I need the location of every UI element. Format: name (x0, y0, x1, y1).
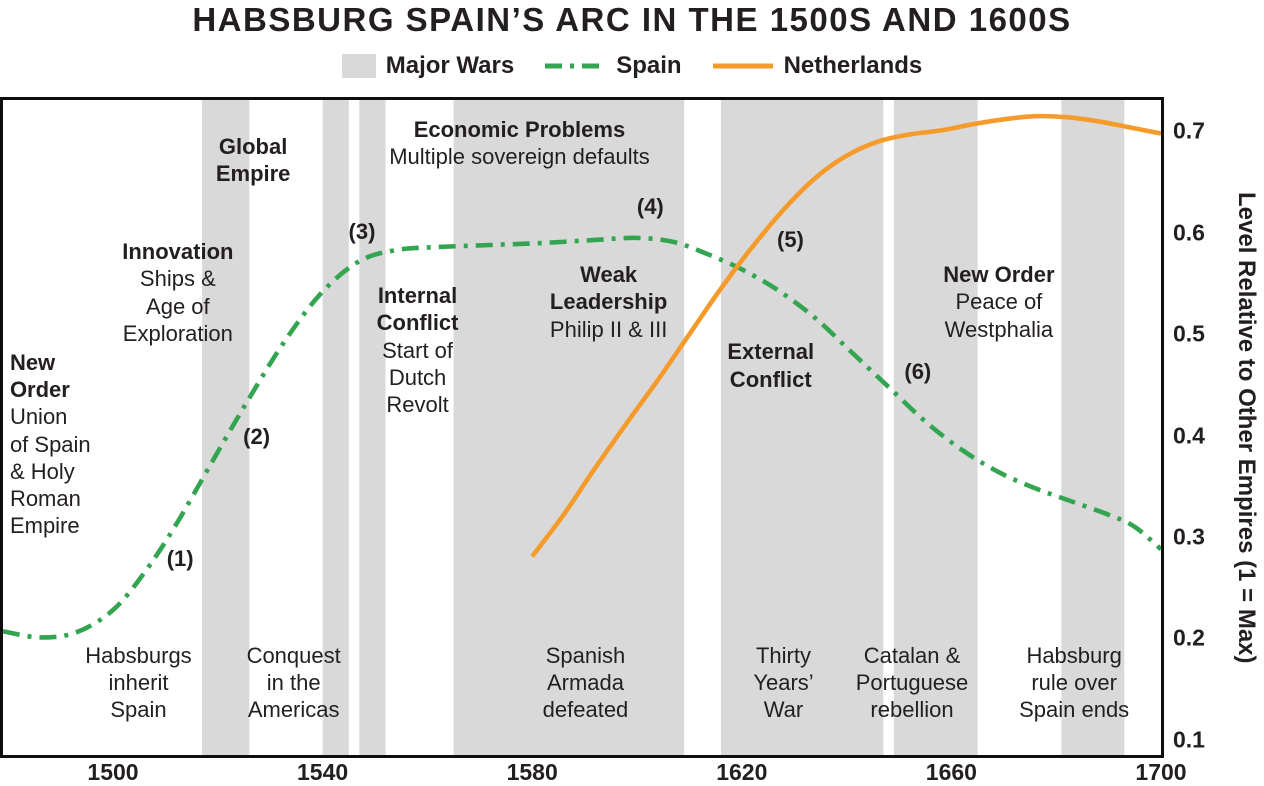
anno-thirty-years-war: Thirty Years’ War (753, 642, 814, 723)
anno-weak-leadership: Weak Leadership Philip II & III (549, 262, 668, 342)
war-band (1061, 100, 1125, 755)
legend-item-major-wars: Major Wars (341, 52, 515, 80)
war-band (322, 100, 349, 755)
y-tick-0.2: 0.2 (1173, 624, 1205, 651)
y-axis-title: Level Relative to Other Empires (1 = Max… (1233, 191, 1260, 664)
legend-label-spain: Spain (616, 52, 682, 79)
anno-economic-problems: Economic Problems Multiple sovereign defa… (389, 116, 650, 169)
major-wars-band-swatch (341, 54, 376, 78)
y-tick-0.1: 0.1 (1173, 726, 1205, 753)
anno-catalan-rebellion: Catalan & Portuguese rebellion (855, 642, 969, 723)
x-tick-1660: 1660 (925, 759, 977, 785)
anno-marker-2: (2) (243, 423, 271, 449)
x-tick-1620: 1620 (716, 759, 768, 785)
series-line-spain (3, 235, 1161, 640)
anno-internal-conflict: Internal Conflict Start of Dutch Revolt (376, 283, 459, 418)
series-line-netherlands (530, 113, 1161, 558)
anno-innovation: Innovation Ships & Age of Exploration (122, 239, 234, 346)
anno-marker-4: (4) (636, 194, 664, 219)
anno-habsburg-ends: Habsburg rule over Spain ends (1019, 642, 1130, 723)
spain-dashline-swatch (545, 63, 606, 69)
plot-area: New Order Union of Spain & Holy Roman Empire (1… (0, 97, 1164, 758)
anno-armada-defeated: Spanish Armada defeated (542, 642, 629, 723)
y-tick-0.4: 0.4 (1173, 422, 1205, 449)
y-tick-0.5: 0.5 (1173, 320, 1205, 347)
anno-global-empire: Global Empire (215, 133, 291, 187)
plot-canvas (3, 100, 1161, 755)
war-band (453, 100, 685, 755)
anno-marker-5: (5) (776, 226, 804, 252)
war-band (202, 100, 250, 755)
legend-item-netherlands: Netherlands (712, 52, 923, 80)
anno-new-order-left: New Order Union of Spain & Holy Roman Empire (9, 349, 91, 539)
war-band (359, 100, 386, 755)
anno-marker-3: (3) (348, 218, 376, 244)
netherlands-line-swatch (712, 63, 773, 69)
anno-external-conflict: External Conflict (727, 339, 815, 392)
y-tick-0.6: 0.6 (1173, 219, 1205, 246)
x-tick-1700: 1700 (1135, 759, 1187, 785)
anno-new-order-right: New Order Peace of Westphalia (943, 262, 1055, 342)
chart-title: HABSBURG SPAIN’S ARC IN THE 1500S AND 16… (192, 1, 1072, 38)
anno-conquest-americas: Conquest in the Americas (246, 642, 341, 723)
legend: Major Wars Spain Netherlands (0, 52, 1264, 80)
y-tick-0.7: 0.7 (1173, 117, 1205, 144)
legend-item-spain: Spain (544, 52, 682, 80)
legend-label-major-wars: Major Wars (385, 52, 515, 79)
anno-marker-1: (1) (166, 546, 194, 572)
legend-label-netherlands: Netherlands (783, 52, 923, 79)
y-tick-0.3: 0.3 (1173, 523, 1205, 550)
annotation-layer: New Order Union of Spain & Holy Roman Empire (1… (3, 100, 1161, 755)
x-tick-1580: 1580 (506, 759, 558, 785)
anno-marker-6: (6) (904, 359, 932, 385)
anno-habsburgs-inherit: Habsburgs inherit Spain (85, 642, 192, 723)
x-tick-1540: 1540 (297, 759, 349, 785)
x-tick-1500: 1500 (87, 759, 139, 785)
war-band (720, 100, 884, 755)
